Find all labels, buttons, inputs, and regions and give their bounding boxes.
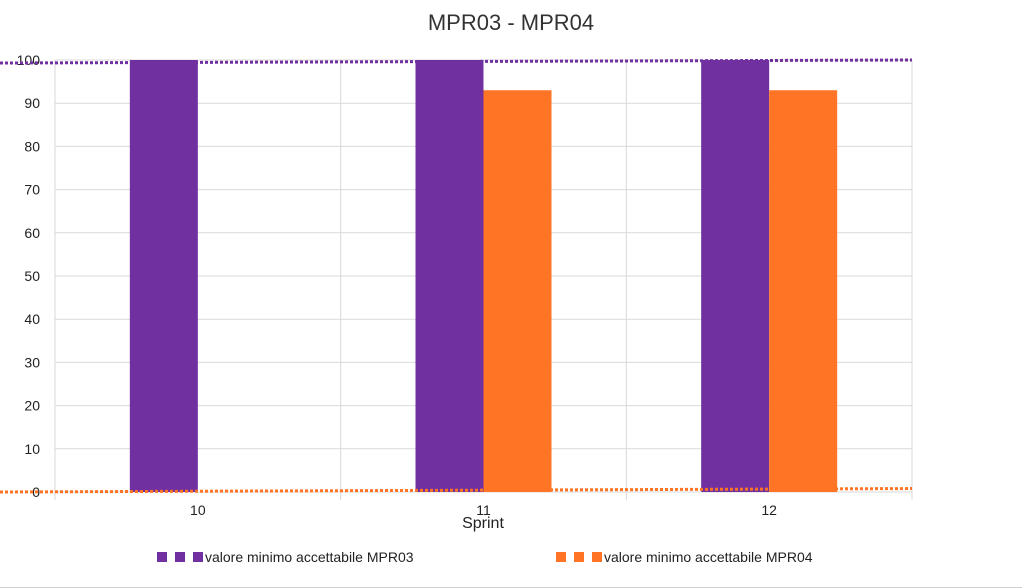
bars: [129, 60, 838, 493]
y-tick-label: 90: [24, 95, 40, 111]
legend-swatch: [592, 552, 602, 562]
bar: [483, 90, 552, 493]
y-tick-label: 80: [24, 138, 40, 154]
x-tick-label: 12: [761, 502, 777, 518]
y-tick-label: 50: [24, 268, 40, 284]
legend-swatch: [175, 552, 185, 562]
legend-swatch: [193, 552, 203, 562]
y-tick-label: 40: [24, 311, 40, 327]
legend-label: valore minimo accettabile MPR04: [604, 549, 813, 565]
y-tick-label: 10: [24, 441, 40, 457]
legend-swatch: [574, 552, 584, 562]
x-axis-title: Sprint: [462, 515, 504, 532]
legend-label: valore minimo accettabile MPR03: [205, 549, 414, 565]
legend: valore minimo accettabile MPR03 valore mi…: [157, 549, 813, 565]
x-tick-label: 10: [190, 502, 206, 518]
y-tick-label: 30: [24, 354, 40, 370]
y-tick-label: 100: [17, 52, 41, 68]
legend-swatch: [157, 552, 167, 562]
legend-swatch: [556, 552, 566, 562]
threshold-line: [0, 58, 913, 65]
bar: [129, 60, 198, 492]
x-tick-label: 11: [476, 502, 491, 518]
bar: [701, 60, 770, 492]
y-tick-label: 70: [24, 182, 40, 198]
bar: [415, 60, 484, 492]
bar: [769, 90, 838, 493]
threshold-lines: [0, 58, 913, 494]
threshold-line: [0, 487, 913, 494]
y-tick-label: 20: [24, 398, 40, 414]
chart-title: MPR03 - MPR04: [428, 10, 594, 35]
x-axis-ticks: 10 11 12: [190, 502, 777, 518]
y-axis-ticks: 0102030405060708090100: [17, 52, 41, 500]
y-tick-label: 60: [24, 225, 40, 241]
